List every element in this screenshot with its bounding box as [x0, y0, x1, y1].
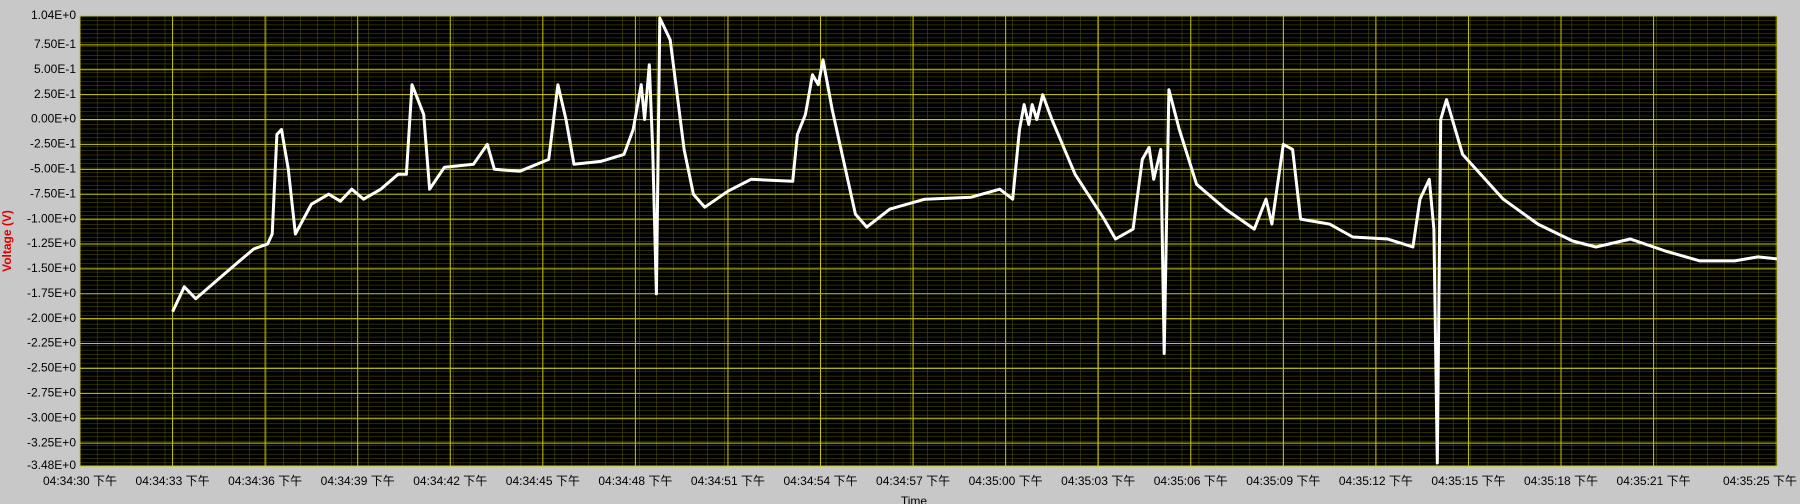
x-tick-label: 04:35:18 下午 [1524, 474, 1598, 488]
y-tick-label: -3.48E+0 [27, 458, 76, 472]
x-tick-label: 04:34:51 下午 [691, 474, 765, 488]
y-tick-label: -1.25E+0 [27, 236, 76, 250]
x-tick-label: 04:34:33 下午 [136, 474, 210, 488]
x-tick-label: 04:34:42 下午 [413, 474, 487, 488]
y-tick-label: -3.00E+0 [27, 410, 76, 424]
x-tick-label: 04:34:54 下午 [783, 474, 857, 488]
y-tick-label: -2.00E+0 [27, 311, 76, 325]
y-tick-label: -1.75E+0 [27, 286, 76, 300]
y-tick-label: 5.00E-1 [34, 62, 76, 76]
y-tick-label: -2.25E+0 [27, 336, 76, 350]
y-tick-label: 1.04E+0 [31, 8, 76, 22]
y-tick-label: -2.50E-1 [30, 137, 76, 151]
x-tick-label: 04:35:09 下午 [1246, 474, 1320, 488]
y-tick-label: -2.75E+0 [27, 385, 76, 399]
y-tick-label: 2.50E-1 [34, 87, 76, 101]
x-tick-label: 04:34:30 下午 [43, 474, 117, 488]
x-tick-label: 04:34:45 下午 [506, 474, 580, 488]
y-tick-label: -1.50E+0 [27, 261, 76, 275]
x-axis-title: Time [901, 494, 928, 504]
x-tick-label: 04:34:48 下午 [598, 474, 672, 488]
y-tick-label: -2.50E+0 [27, 361, 76, 375]
x-tick-label: 04:34:36 下午 [228, 474, 302, 488]
x-tick-label: 04:35:06 下午 [1154, 474, 1228, 488]
y-tick-label: -3.25E+0 [27, 435, 76, 449]
x-tick-label: 04:35:15 下午 [1431, 474, 1505, 488]
y-tick-label: -5.00E-1 [30, 161, 76, 175]
x-tick-label: 04:35:00 下午 [969, 474, 1043, 488]
y-tick-label: -1.00E+0 [27, 211, 76, 225]
y-tick-label: -7.50E-1 [30, 186, 76, 200]
x-tick-label: 04:34:39 下午 [321, 474, 395, 488]
x-tick-label: 04:35:25 下午 [1723, 474, 1797, 488]
minor-grid [80, 16, 1777, 466]
y-axis-title: Voltage (V) [0, 210, 14, 272]
x-tick-label: 04:35:12 下午 [1339, 474, 1413, 488]
x-tick-label: 04:34:57 下午 [876, 474, 950, 488]
y-tick-label: 7.50E-1 [34, 37, 76, 51]
x-tick-label: 04:35:21 下午 [1617, 474, 1691, 488]
trace [171, 16, 1778, 465]
x-tick-label: 04:35:03 下午 [1061, 474, 1135, 488]
y-tick-label: 0.00E+0 [31, 112, 76, 126]
